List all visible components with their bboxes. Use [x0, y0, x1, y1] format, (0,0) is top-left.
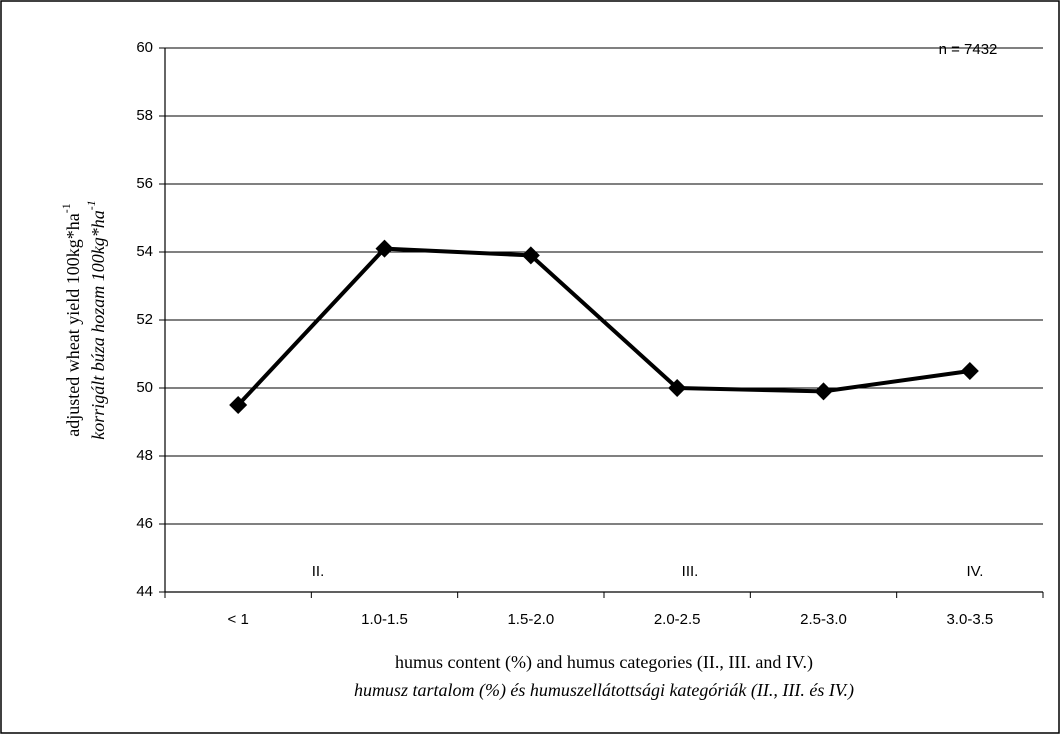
marker: [668, 379, 687, 397]
y-axis-title-sup: -1: [59, 203, 73, 213]
x-axis-title: humus content (%) and humus categories (…: [395, 652, 813, 673]
y-axis-title-text: adjusted wheat yield 100kg*ha: [63, 213, 83, 436]
annotation: n = 7432: [939, 41, 998, 58]
y-axis-title: adjusted wheat yield 100kg*ha-1: [59, 203, 83, 436]
y-tick-label: 50: [136, 379, 153, 396]
x-tick-label: 2.5-3.0: [800, 611, 847, 628]
x-tick-label: < 1: [228, 611, 249, 628]
series-line: [236, 246, 971, 407]
annotation: II.: [312, 563, 325, 580]
y-axis-title-text: korrigált búza hozam 100kg*ha: [88, 210, 108, 440]
y-tick-label: 54: [136, 243, 153, 260]
y-tick-label: 48: [136, 447, 153, 464]
x-axis-title: humusz tartalom (%) és humuszellátottság…: [354, 680, 854, 701]
y-axis-title: korrigált búza hozam 100kg*ha-1: [84, 200, 108, 440]
marker: [521, 246, 540, 265]
annotation: III.: [682, 563, 699, 580]
x-tick-label: 3.0-3.5: [946, 611, 993, 628]
y-tick-label: 52: [136, 311, 153, 328]
marker: [375, 239, 394, 258]
x-tick-label: 1.0-1.5: [361, 611, 408, 628]
y-axis-title-sup: -1: [84, 200, 98, 210]
y-tick-label: 44: [136, 583, 153, 600]
x-tick-label: 2.0-2.5: [654, 611, 701, 628]
annotation: IV.: [967, 563, 984, 580]
y-tick-label: 46: [136, 515, 153, 532]
marker: [960, 362, 979, 380]
y-tick-label: 58: [136, 107, 153, 124]
marker: [814, 382, 833, 401]
marker: [229, 396, 248, 414]
y-tick-label: 60: [136, 39, 153, 56]
x-tick-label: 1.5-2.0: [507, 611, 554, 628]
y-tick-label: 56: [136, 175, 153, 192]
